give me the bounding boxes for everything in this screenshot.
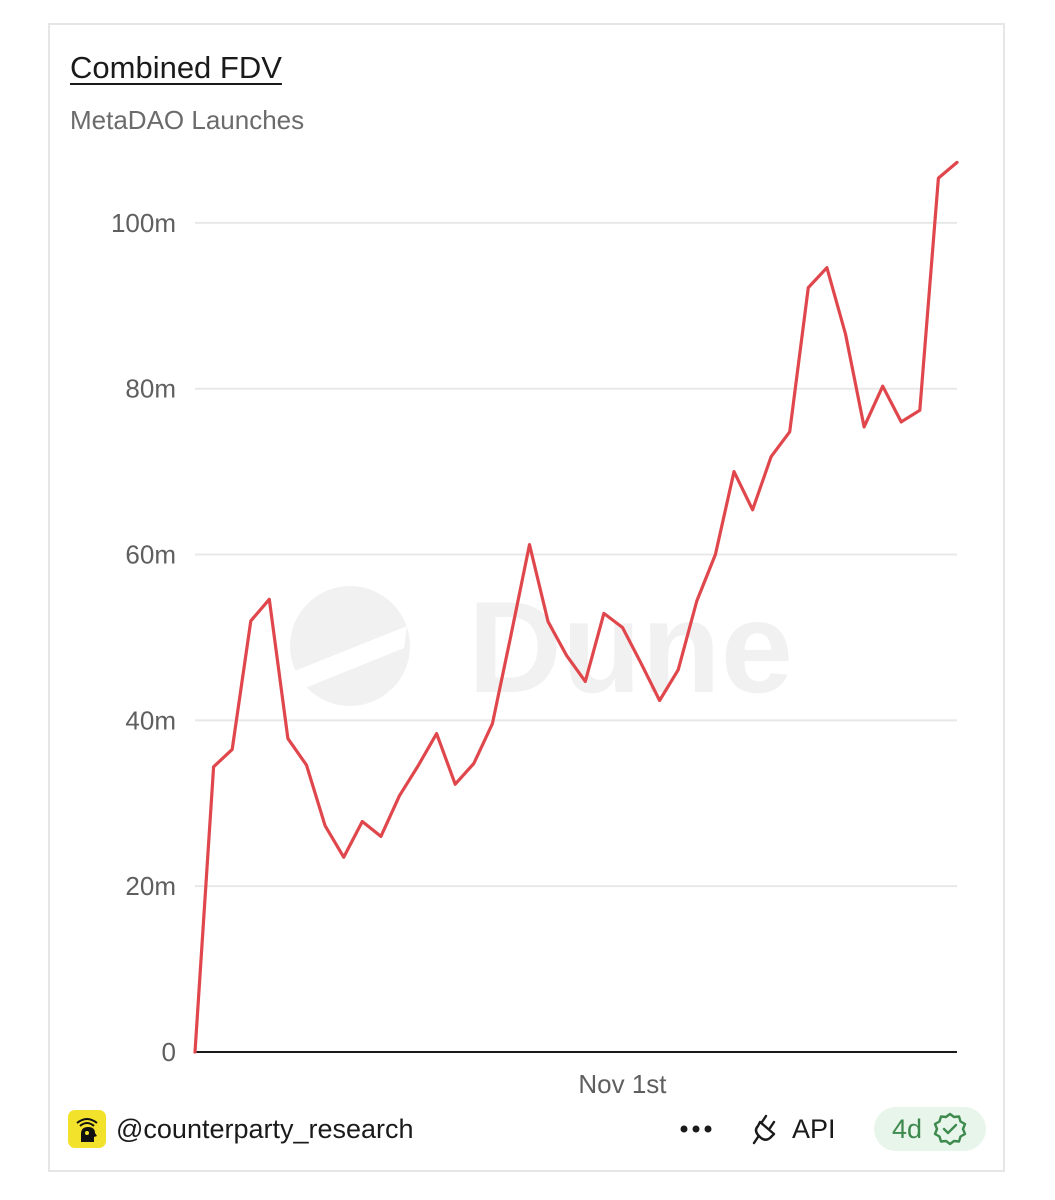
age-label: 4d — [891, 1113, 923, 1144]
data-point[interactable] — [800, 280, 816, 296]
data-point[interactable] — [912, 402, 928, 418]
data-point[interactable] — [577, 673, 593, 689]
y-tick-label: 100m — [111, 208, 176, 238]
data-point[interactable] — [484, 716, 500, 732]
data-point[interactable] — [187, 1044, 203, 1060]
data-point[interactable] — [559, 648, 575, 664]
data-point[interactable] — [930, 170, 946, 186]
api-button[interactable]: API — [752, 1107, 836, 1151]
dune-watermark-text: Dune — [468, 574, 793, 720]
data-point[interactable] — [707, 547, 723, 563]
more-options-button[interactable] — [678, 1109, 714, 1149]
grid-lines — [195, 221, 957, 888]
data-point[interactable] — [726, 464, 742, 480]
y-tick-label: 60m — [125, 540, 176, 570]
data-point[interactable] — [893, 414, 909, 430]
data-point[interactable] — [243, 613, 259, 629]
data-point[interactable] — [410, 758, 426, 774]
data-point[interactable] — [447, 776, 463, 792]
x-tick-label: Nov 1st — [578, 1069, 667, 1099]
data-point[interactable] — [466, 755, 482, 771]
data-point[interactable] — [689, 593, 705, 609]
data-point[interactable] — [336, 849, 352, 865]
data-point[interactable] — [949, 154, 965, 170]
y-tick-label: 80m — [125, 374, 176, 404]
data-point[interactable] — [391, 788, 407, 804]
data-point[interactable] — [280, 731, 296, 747]
series-line[interactable] — [193, 160, 959, 1054]
data-point[interactable] — [652, 692, 668, 708]
y-tick-label: 20m — [125, 871, 176, 901]
data-point[interactable] — [819, 260, 835, 276]
dune-logo-stripe — [292, 626, 407, 690]
data-point[interactable] — [261, 591, 277, 607]
more-dots-icon — [680, 1125, 712, 1133]
verified-check-icon — [933, 1112, 967, 1146]
y-axis-tick-labels: 0 20m 40m 60m 80m 100m — [111, 208, 176, 1067]
y-tick-label: 40m — [125, 705, 176, 735]
author-name: @counterparty_research — [116, 1113, 414, 1144]
data-point[interactable] — [856, 419, 872, 435]
plug-icon — [752, 1114, 776, 1145]
counterparty-logo-icon — [68, 1110, 106, 1148]
series-group — [187, 154, 965, 1060]
y-tick-label: 0 — [162, 1037, 176, 1067]
dune-watermark: Dune — [290, 574, 793, 720]
data-point[interactable] — [614, 620, 630, 636]
data-point[interactable] — [373, 828, 389, 844]
data-point[interactable] — [317, 818, 333, 834]
data-point[interactable] — [503, 627, 519, 643]
chart-card — [48, 23, 1005, 1172]
data-point[interactable] — [875, 378, 891, 394]
data-point[interactable] — [763, 449, 779, 465]
data-point[interactable] — [206, 759, 222, 775]
data-point[interactable] — [782, 424, 798, 440]
data-point[interactable] — [522, 537, 538, 553]
data-point[interactable] — [299, 757, 315, 773]
chart-subtitle: MetaDAO Launches — [70, 105, 305, 135]
data-point[interactable] — [354, 814, 370, 830]
api-label: API — [792, 1113, 836, 1144]
data-point[interactable] — [596, 605, 612, 621]
chart-title[interactable]: Combined FDV — [70, 50, 282, 85]
data-point[interactable] — [540, 614, 556, 630]
author-link[interactable]: @counterparty_research — [68, 1107, 414, 1151]
data-point[interactable] — [745, 502, 761, 518]
data-point[interactable] — [429, 726, 445, 742]
data-point[interactable] — [837, 326, 853, 342]
data-point[interactable] — [633, 655, 649, 671]
x-axis-tick-labels: Nov 1st — [578, 1069, 667, 1099]
data-point[interactable] — [224, 741, 240, 757]
refresh-age-badge: 4d — [874, 1107, 986, 1151]
chart-footer: @counterparty_research API 4d — [68, 1107, 986, 1151]
data-point[interactable] — [670, 662, 686, 678]
